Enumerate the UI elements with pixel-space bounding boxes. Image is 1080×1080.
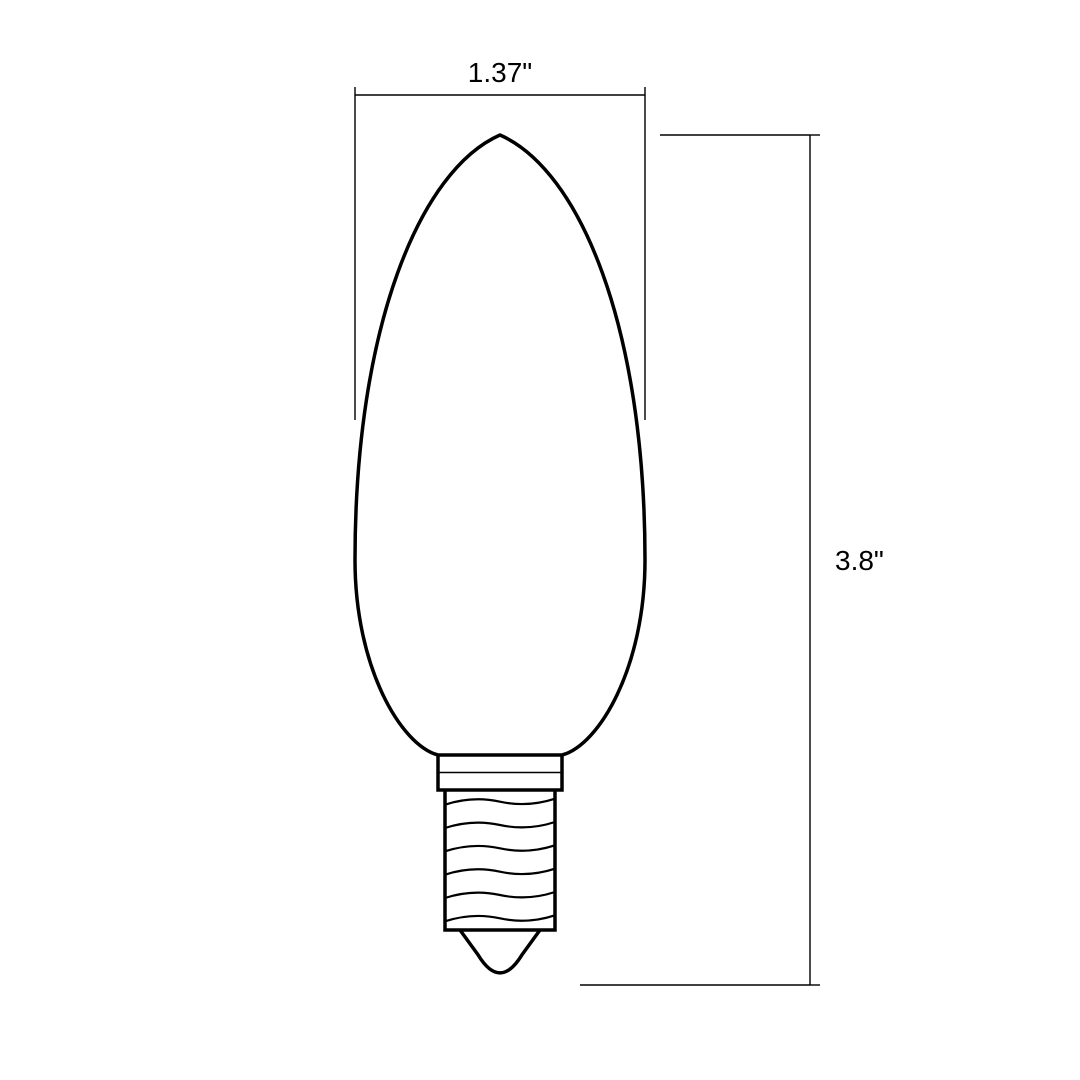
height-dimension-label: 3.8"	[835, 545, 884, 576]
thread-ridge	[445, 845, 555, 851]
bulb-dimension-diagram: 1.37" 3.8"	[0, 0, 1080, 1080]
dimension-lines	[355, 87, 820, 985]
thread-ridge	[445, 822, 555, 828]
thread-ridge	[445, 915, 555, 921]
thread-ridge	[445, 799, 555, 805]
bulb-thread-outline	[445, 790, 555, 930]
bulb-contact-tip	[460, 930, 540, 973]
thread-ridge	[445, 869, 555, 875]
thread-ridge	[445, 892, 555, 898]
lightbulb-outline	[355, 135, 645, 973]
bulb-glass	[355, 135, 645, 755]
width-dimension-label: 1.37"	[468, 57, 532, 88]
